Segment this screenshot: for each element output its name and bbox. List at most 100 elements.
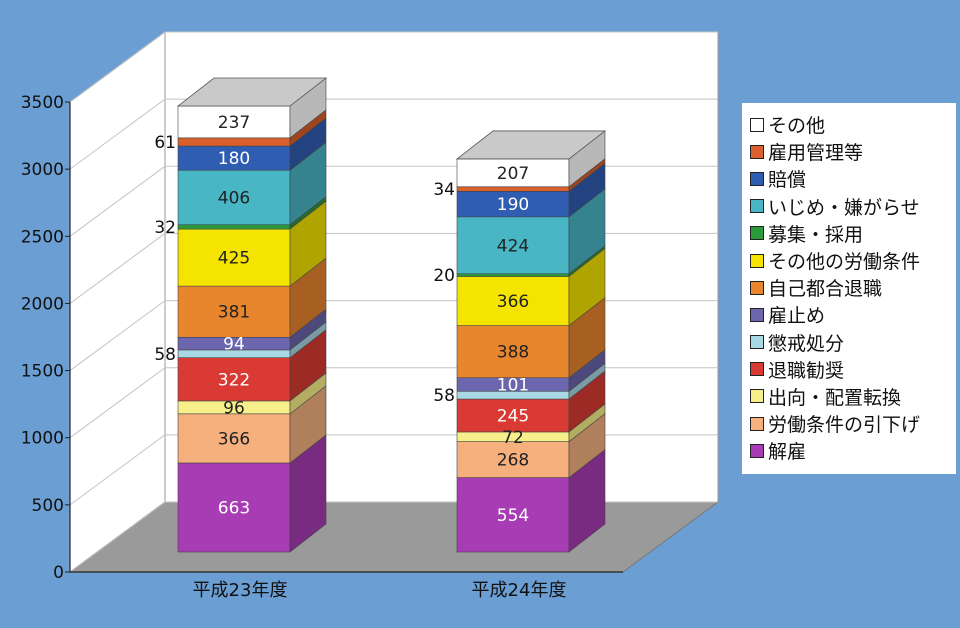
gridline [69,31,718,103]
legend-swatch [750,416,764,431]
bar-segment [177,224,291,230]
legend-label: 労働条件の引下げ [768,414,921,437]
data-label: 554 [497,506,529,526]
side-wall [69,31,166,573]
bar-segment [177,145,291,171]
data-label: 424 [497,236,529,256]
legend-swatch [750,199,764,214]
legend-item: 労働条件の引下げ [750,410,950,437]
data-label: 61 [154,133,176,153]
data-label: 101 [497,375,529,395]
y-tick-label: 1500 [21,362,64,382]
y-tick-label: 3000 [21,160,64,180]
legend-swatch [750,144,764,159]
legend-item: 自己都合退職 [750,274,950,301]
data-label: 190 [497,195,529,215]
bar-segment [177,137,291,147]
legend-swatch [750,362,764,377]
bar-segment [456,441,570,478]
y-tick-label: 1000 [21,429,64,449]
legend-item: 賠償 [750,165,950,192]
legend-swatch [750,443,764,458]
data-label: 406 [218,188,250,208]
legend-swatch [750,389,764,404]
legend-swatch [750,280,764,295]
legend-item: 出向・配置転換 [750,383,950,410]
data-label: 58 [154,345,176,365]
legend-label: 懲戒処分 [768,332,845,355]
legend: その他雇用管理等賠償いじめ・嫌がらせ 募集・採用その他の労働条件 自己都合退職 雇止め… [742,103,956,475]
x-category-label: 平成23年度 [193,580,288,601]
legend-swatch [750,117,764,132]
data-label: 366 [218,429,250,449]
legend-label: いじめ・嫌がらせ [768,196,920,219]
y-tick-label: 2500 [21,227,64,247]
data-label: 32 [154,218,176,238]
data-label: 20 [433,266,455,286]
bar-segment [456,398,570,433]
y-tick-label: 500 [32,496,64,516]
bar-segment [456,158,570,188]
data-label: 34 [433,180,455,200]
data-label: 388 [497,343,529,363]
bar-top [455,130,607,160]
data-label: 245 [497,406,529,426]
data-label: 366 [497,292,529,312]
bar-segment [177,169,291,226]
bar-segment [456,216,570,275]
y-tick-label: 2000 [21,294,64,314]
y-tick-label: 0 [53,563,64,583]
legend-label: 雇止め [768,305,826,328]
data-label: 207 [497,164,529,184]
data-label: 425 [218,249,250,269]
bar-segment [177,228,291,287]
bar-segment [177,105,291,139]
legend-swatch [750,307,764,322]
gridline [69,98,718,170]
data-label: 58 [433,386,455,406]
bar-segment [177,462,291,553]
data-label: 94 [223,335,245,355]
legend-label: 自己都合退職 [768,278,883,301]
bar-top [176,77,328,107]
data-label: 268 [497,451,529,471]
legend-label: その他 [768,115,826,138]
legend-swatch [750,335,764,350]
floor [68,501,720,573]
legend-label: 出向・配置転換 [768,386,902,409]
legend-label: 賠償 [768,169,807,192]
legend-swatch [750,171,764,186]
legend-label: 解雇 [768,441,807,464]
legend-label: 退職勧奨 [768,359,845,382]
legend-item: 退職勧奨 [750,356,950,383]
x-category-label: 平成24年度 [472,580,567,601]
legend-item: いじめ・嫌がらせ [750,193,950,220]
data-label: 237 [218,113,250,133]
data-label: 663 [218,498,250,518]
y-tick-label: 3500 [21,93,64,113]
bar-segment [456,273,570,277]
legend-item: 解雇 [750,437,950,464]
bar-segment [456,325,570,378]
bar-segment [456,186,570,192]
legend-label: 募集・採用 [768,223,864,246]
bar-segment [177,357,291,402]
legend-item: 懲戒処分 [750,329,950,356]
data-label: 72 [502,428,524,448]
legend-item: その他 [750,111,950,138]
legend-item: 雇用管理等 [750,138,950,165]
data-label: 322 [218,370,250,390]
legend-label: その他の労働条件 [768,251,921,274]
legend-item: その他の労働条件 [750,247,950,274]
data-label: 381 [218,303,250,323]
legend-swatch [750,226,764,241]
legend-swatch [750,253,764,268]
data-label: 96 [223,398,245,418]
legend-label: 雇用管理等 [768,142,864,165]
legend-item: 雇止め [750,301,950,328]
data-label: 180 [218,149,250,169]
bar-segment [456,276,570,326]
legend-item: 募集・採用 [750,220,950,247]
